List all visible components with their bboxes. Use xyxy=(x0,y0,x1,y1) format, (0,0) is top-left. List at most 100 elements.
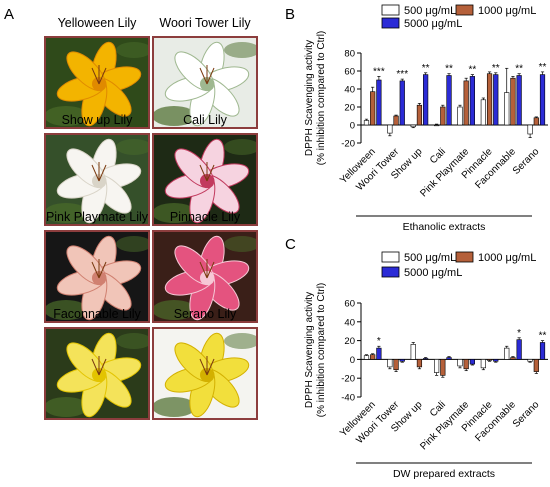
y-tick-label: 60 xyxy=(344,299,355,310)
x-tick-label: Serano xyxy=(511,146,542,177)
ethanolic-extracts-chart: 500 μg/mL 1000 μg/mL 5000 μg/mL -20 0 20 40 60 8… xyxy=(304,4,548,233)
bar xyxy=(516,339,522,360)
lily-caption: Woori Tower Lily xyxy=(159,16,251,30)
bar xyxy=(440,359,446,376)
bar xyxy=(469,76,475,126)
bar xyxy=(510,357,516,360)
y-tick-label: -20 xyxy=(341,139,355,150)
bar xyxy=(486,73,493,126)
bar xyxy=(376,79,382,126)
y-tick-label: 40 xyxy=(344,85,355,96)
bar xyxy=(434,124,440,127)
lily-photo xyxy=(44,133,150,226)
bar xyxy=(423,74,429,126)
x-axis-label: Ethanolic extracts xyxy=(403,221,486,233)
bar xyxy=(457,359,463,367)
bar xyxy=(504,347,510,360)
bar xyxy=(539,342,546,360)
bar xyxy=(463,359,469,370)
legend-label: 5000 μg/mL xyxy=(404,267,462,279)
lily-caption: Yelloween Lily xyxy=(57,16,137,30)
bar xyxy=(416,359,423,368)
significance-marker: ** xyxy=(539,331,547,342)
y-tick-label: -20 xyxy=(341,374,355,385)
bar xyxy=(370,91,376,126)
y-axis-label: (% inhibition compared to Ctrl) xyxy=(316,283,327,418)
bar xyxy=(393,115,399,126)
y-axis-label: DPPH Scavenging activity xyxy=(304,292,315,408)
bar xyxy=(469,359,475,365)
bar xyxy=(516,75,522,126)
significance-marker: ** xyxy=(515,64,523,75)
bar xyxy=(480,359,486,369)
bar xyxy=(527,124,533,135)
bar xyxy=(423,358,429,360)
significance-marker: ** xyxy=(492,63,500,74)
bar xyxy=(446,357,452,360)
bar xyxy=(416,104,423,126)
lily-caption: Pink Playmate Lily xyxy=(45,210,149,224)
panel-label-c: C xyxy=(285,236,296,253)
panel-label-a: A xyxy=(4,6,15,23)
bar xyxy=(446,75,452,126)
y-tick-label: 80 xyxy=(344,49,355,60)
lily-photo xyxy=(152,230,258,323)
y-axis-label: DPPH Scavenging activity xyxy=(304,40,315,156)
bar xyxy=(410,124,416,128)
legend-swatch xyxy=(381,4,400,16)
bar xyxy=(504,92,510,126)
bar xyxy=(393,359,399,371)
lily-photo xyxy=(152,327,258,420)
legend-label: 1000 μg/mL xyxy=(478,5,536,17)
legend-swatch xyxy=(381,251,400,263)
bar xyxy=(399,80,405,126)
bar xyxy=(363,120,370,126)
x-axis-label: DW prepared extracts xyxy=(393,468,495,480)
lily-caption: Faconnable Lily xyxy=(53,307,141,321)
legend-swatch xyxy=(381,266,400,278)
x-tick-label: Serano xyxy=(511,399,542,430)
bar xyxy=(387,359,393,368)
legend-label: 1000 μg/mL xyxy=(478,252,536,264)
bar xyxy=(399,359,405,362)
bar xyxy=(539,74,546,126)
bar xyxy=(493,74,499,126)
lily-photo xyxy=(44,327,150,420)
significance-marker: * xyxy=(517,328,521,339)
bar xyxy=(363,355,370,360)
bar xyxy=(387,124,393,134)
dw-extracts-chart: 500 μg/mL 1000 μg/mL 5000 μg/mL -40 -20 0 20 40… xyxy=(304,251,548,480)
y-tick-label: 0 xyxy=(350,121,355,132)
bar xyxy=(440,106,446,126)
bar xyxy=(527,359,533,362)
bar xyxy=(493,359,499,362)
bar xyxy=(457,106,463,126)
significance-marker: * xyxy=(377,336,381,347)
lily-caption: Pinnacle Lily xyxy=(169,210,241,224)
bar xyxy=(410,344,416,360)
y-tick-label: 60 xyxy=(344,67,355,78)
lily-photo xyxy=(152,133,258,226)
bar xyxy=(370,354,376,360)
significance-marker: ** xyxy=(539,62,547,73)
bar xyxy=(463,80,469,126)
legend-label: 500 μg/mL xyxy=(404,252,456,264)
legend-label: 5000 μg/mL xyxy=(404,18,462,30)
bar xyxy=(480,99,486,126)
significance-marker: ** xyxy=(445,64,453,75)
bar xyxy=(533,117,539,126)
bar xyxy=(510,77,516,126)
legend-swatch xyxy=(381,17,400,29)
significance-marker: ** xyxy=(468,65,476,76)
panel-label-b: B xyxy=(285,6,296,23)
bar xyxy=(434,359,440,373)
lily-caption: Show up Lily xyxy=(61,113,133,127)
y-tick-label: 0 xyxy=(350,355,355,366)
bar xyxy=(376,347,382,360)
y-tick-label: 20 xyxy=(344,336,355,347)
significance-marker: *** xyxy=(396,69,408,80)
x-tick-label: Cali xyxy=(428,399,448,419)
significance-marker: *** xyxy=(373,66,385,77)
y-tick-label: -40 xyxy=(341,393,355,404)
y-tick-label: 20 xyxy=(344,103,355,114)
